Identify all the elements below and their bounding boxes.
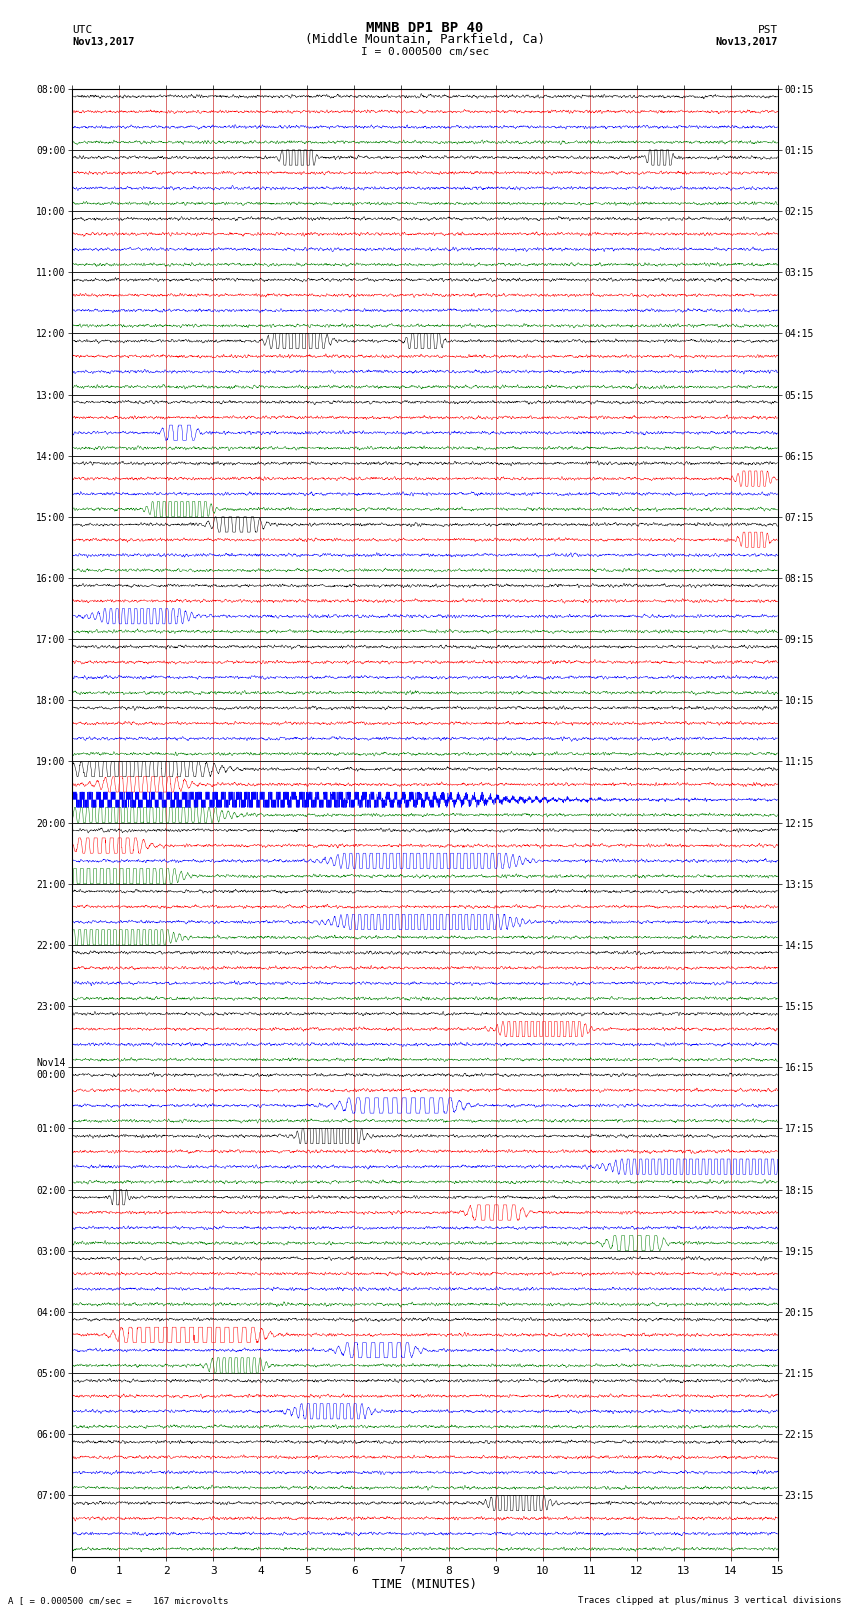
Text: Nov13,2017: Nov13,2017	[72, 37, 135, 47]
Text: UTC: UTC	[72, 24, 93, 35]
Text: MMNB DP1 BP 40: MMNB DP1 BP 40	[366, 21, 484, 35]
Text: PST: PST	[757, 24, 778, 35]
X-axis label: TIME (MINUTES): TIME (MINUTES)	[372, 1579, 478, 1592]
Text: Nov13,2017: Nov13,2017	[715, 37, 778, 47]
Text: A [ = 0.000500 cm/sec =    167 microvolts: A [ = 0.000500 cm/sec = 167 microvolts	[8, 1595, 229, 1605]
Text: Traces clipped at plus/minus 3 vertical divisions: Traces clipped at plus/minus 3 vertical …	[578, 1595, 842, 1605]
Text: I = 0.000500 cm/sec: I = 0.000500 cm/sec	[361, 47, 489, 58]
Text: (Middle Mountain, Parkfield, Ca): (Middle Mountain, Parkfield, Ca)	[305, 32, 545, 45]
